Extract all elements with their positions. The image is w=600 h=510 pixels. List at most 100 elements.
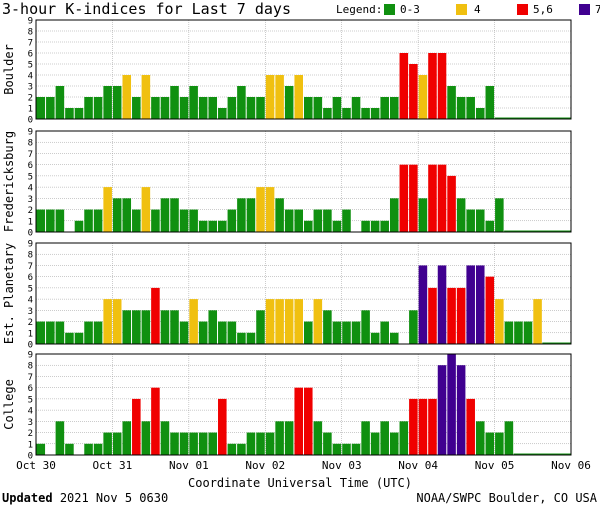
y-tick-label: 9: [28, 351, 33, 361]
k-index-bar: [122, 310, 132, 344]
k-index-bar: [485, 220, 495, 232]
x-tick-label: Nov 01: [169, 459, 209, 472]
k-index-bar: [36, 321, 46, 344]
k-index-bar: [84, 443, 93, 455]
k-index-bar: [36, 97, 46, 119]
k-index-bar: [275, 198, 284, 232]
k-index-bar: [208, 220, 218, 232]
k-index-bar: [389, 198, 399, 232]
k-index-bar: [189, 432, 198, 455]
k-index-bar: [65, 332, 74, 344]
k-index-bar: [122, 198, 132, 232]
k-index-bar: [218, 220, 227, 232]
k-index-bar: [495, 198, 504, 232]
no-data-strip: [513, 453, 571, 455]
k-index-bar: [132, 97, 141, 119]
k-index-bar: [523, 321, 533, 344]
k-index-bar: [256, 97, 265, 119]
k-index-bar: [65, 443, 74, 455]
k-index-bar: [466, 398, 475, 455]
x-tick-label: Nov 04: [398, 459, 438, 472]
k-index-bar: [160, 97, 170, 119]
y-tick-label: 2: [28, 94, 33, 104]
k-index-bar: [418, 398, 428, 455]
k-index-bar: [208, 97, 218, 119]
k-index-bar: [485, 276, 495, 344]
k-index-bar: [342, 443, 351, 455]
k-index-bar: [447, 354, 456, 455]
k-index-bar: [370, 332, 380, 344]
k-index-bar: [323, 432, 332, 455]
k-index-bar: [466, 97, 475, 119]
k-index-bar: [198, 321, 208, 344]
y-tick-label: 3: [28, 418, 33, 428]
k-index-bar: [313, 97, 323, 119]
k-index-bar: [380, 421, 389, 455]
y-tick-label: 5: [28, 395, 33, 405]
k-index-bar: [122, 75, 132, 119]
k-index-bar: [246, 432, 256, 455]
x-tick-label: Nov 03: [322, 459, 362, 472]
k-index-bar: [227, 209, 237, 232]
k-index-bar: [112, 198, 122, 232]
no-data-strip: [542, 342, 571, 344]
y-tick-label: 7: [28, 150, 33, 160]
k-index-bar: [65, 108, 74, 119]
k-index-bar: [332, 443, 342, 455]
k-index-bar: [179, 432, 189, 455]
updated-line: Updated 2021 Nov 5 0630: [2, 491, 168, 505]
k-index-bar: [304, 387, 313, 455]
k-index-bar: [55, 321, 65, 344]
k-index-bar: [447, 175, 456, 232]
k-index-bar: [179, 209, 189, 232]
k-index-bar: [160, 198, 170, 232]
k-index-bar: [351, 321, 361, 344]
y-tick-label: 1: [28, 329, 33, 339]
k-index-bar: [74, 220, 84, 232]
legend-label: Legend:: [336, 3, 383, 16]
k-index-bar: [332, 321, 342, 344]
k-index-bar: [389, 97, 399, 119]
k-index-bar: [504, 421, 514, 455]
k-index-bar: [256, 310, 265, 344]
x-tick-label: Nov 06: [551, 459, 591, 472]
y-tick-label: 9: [28, 128, 33, 138]
k-index-bar: [342, 321, 351, 344]
y-tick-label: 3: [28, 83, 33, 93]
k-index-bar: [361, 220, 370, 232]
panel-frame: [35, 353, 572, 456]
y-tick-label: 8: [28, 362, 33, 372]
y-tick-label: 6: [28, 50, 33, 60]
k-index-bar: [265, 299, 275, 344]
k-index-bar: [55, 209, 65, 232]
k-index-bar: [93, 209, 103, 232]
k-index-bar: [179, 97, 189, 119]
y-tick-label: 2: [28, 429, 33, 439]
k-index-bar: [323, 209, 332, 232]
legend-text-severe: 7-9: [595, 3, 600, 16]
legend-swatch-storm: [517, 4, 528, 15]
k-index-bar: [246, 332, 256, 344]
station-label: Boulder: [2, 44, 16, 95]
k-index-bar: [93, 443, 103, 455]
k-index-bar: [103, 432, 112, 455]
k-index-bar: [409, 310, 418, 344]
k-index-bar: [370, 220, 380, 232]
y-tick-label: 7: [28, 262, 33, 272]
k-index-bar: [533, 299, 542, 344]
k-index-bar: [151, 97, 160, 119]
k-index-bar: [46, 321, 55, 344]
legend-text-active: 4: [474, 3, 481, 16]
k-index-bar: [227, 321, 237, 344]
k-index-bar: [160, 310, 170, 344]
k-index-bar: [132, 398, 141, 455]
y-tick-label: 0: [28, 341, 33, 351]
k-index-bar: [456, 198, 466, 232]
x-tick-label: Nov 02: [245, 459, 285, 472]
y-tick-label: 2: [28, 318, 33, 328]
k-index-bar: [246, 198, 256, 232]
k-index-bar: [294, 299, 303, 344]
y-tick-label: 7: [28, 373, 33, 383]
k-index-bar: [485, 432, 495, 455]
k-index-bar: [122, 421, 132, 455]
